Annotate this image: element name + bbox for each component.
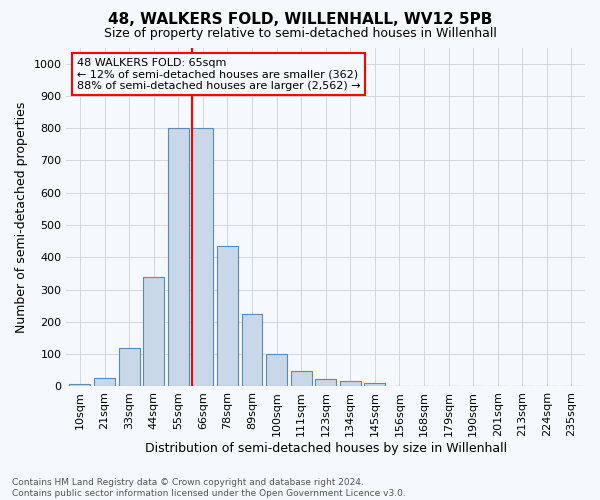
Bar — [94, 378, 115, 386]
X-axis label: Distribution of semi-detached houses by size in Willenhall: Distribution of semi-detached houses by … — [145, 442, 507, 455]
Y-axis label: Number of semi-detached properties: Number of semi-detached properties — [15, 102, 28, 332]
Text: Contains HM Land Registry data © Crown copyright and database right 2024.
Contai: Contains HM Land Registry data © Crown c… — [12, 478, 406, 498]
Bar — [119, 348, 140, 387]
Bar — [266, 354, 287, 386]
Text: Size of property relative to semi-detached houses in Willenhall: Size of property relative to semi-detach… — [104, 28, 496, 40]
Text: 48 WALKERS FOLD: 65sqm
← 12% of semi-detached houses are smaller (362)
88% of se: 48 WALKERS FOLD: 65sqm ← 12% of semi-det… — [77, 58, 361, 91]
Bar — [193, 128, 213, 386]
Bar — [168, 128, 188, 386]
Bar — [290, 371, 311, 386]
Bar — [315, 380, 336, 386]
Bar — [143, 276, 164, 386]
Bar — [217, 246, 238, 386]
Bar — [340, 380, 361, 386]
Bar — [364, 383, 385, 386]
Text: 48, WALKERS FOLD, WILLENHALL, WV12 5PB: 48, WALKERS FOLD, WILLENHALL, WV12 5PB — [108, 12, 492, 28]
Bar — [242, 314, 262, 386]
Bar — [70, 384, 91, 386]
